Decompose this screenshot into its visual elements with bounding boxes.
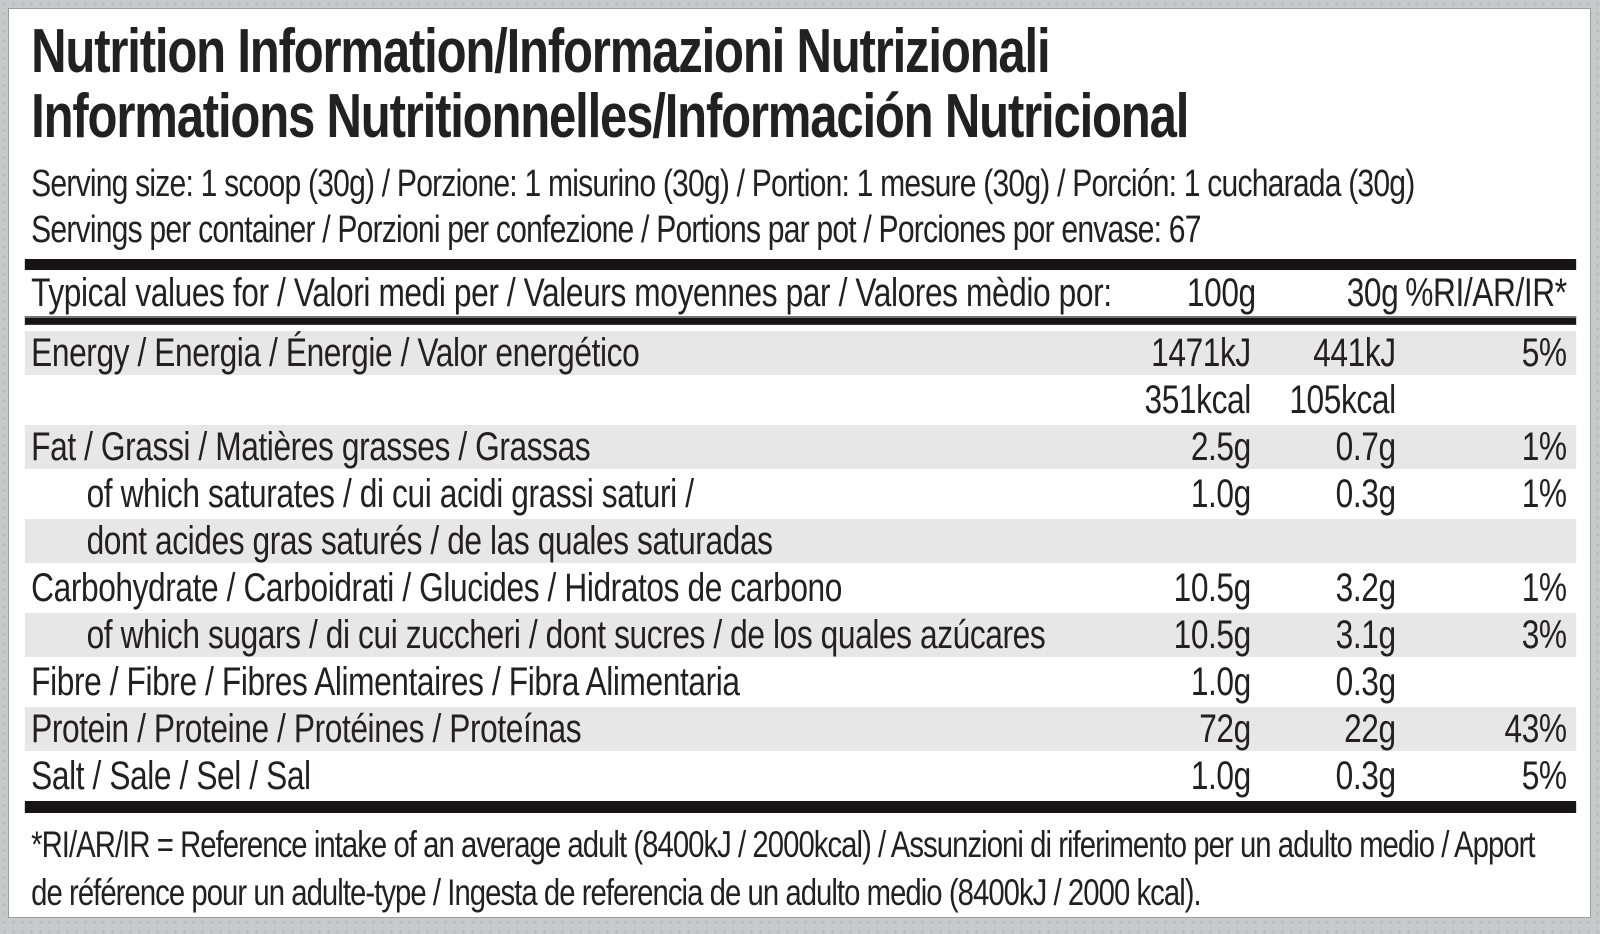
value-per-100g: 1.0g xyxy=(1190,659,1251,704)
label-title: Nutrition Information/Informazioni Nutri… xyxy=(31,17,1590,152)
value-ri-percent: 1% xyxy=(1521,424,1567,469)
value-ri-percent: 5% xyxy=(1521,330,1567,375)
table-row-energy: Energy / Energia / Énergie / Valor energ… xyxy=(24,330,1577,376)
value-ri-percent: 1% xyxy=(1521,471,1567,516)
value-per-100g: 10.5g xyxy=(1173,565,1252,610)
nutrient-name: Carbohydrate / Carboidrati / Glucides / … xyxy=(31,565,842,610)
nutrient-name: of which sugars / di cui zuccheri / dont… xyxy=(86,612,1046,657)
value-per-30g: 0.7g xyxy=(1335,424,1396,469)
nutrition-label: Nutrition Information/Informazioni Nutri… xyxy=(8,8,1591,918)
value-per-30g: 22g xyxy=(1344,706,1396,751)
table-row-saturates: of which saturates / di cui acidi grassi… xyxy=(25,472,1576,516)
label-content: Nutrition Information/Informazioni Nutri… xyxy=(9,9,1590,917)
table-row-saturates-cont: dont acides gras saturés / de las quales… xyxy=(24,518,1577,564)
value-per-30g: 0.3g xyxy=(1335,753,1396,798)
value-per-30g: 0.3g xyxy=(1335,659,1396,704)
value-per-100g: 351kcal xyxy=(1144,377,1252,422)
top-divider-bar xyxy=(24,259,1577,271)
value-ri-percent: 5% xyxy=(1521,753,1567,798)
table-row-protein: Protein / Proteine / Protéines / Proteín… xyxy=(24,706,1577,752)
value-ri-percent: 3% xyxy=(1521,612,1567,657)
header-double-rule xyxy=(24,316,1577,326)
table-row-carbohydrate: Carbohydrate / Carboidrati / Glucides / … xyxy=(25,566,1576,610)
nutrient-name: Fibre / Fibre / Fibres Alimentaires / Fi… xyxy=(31,659,740,704)
table-row-fat: Fat / Grassi / Matières grasses / Grassa… xyxy=(24,424,1577,470)
nutrient-name: of which saturates / di cui acidi grassi… xyxy=(86,471,694,516)
label-title-line2: Informations Nutritionnelles/Información… xyxy=(31,82,1189,152)
value-ri-percent: 1% xyxy=(1521,565,1567,610)
label-title-line1: Nutrition Information/Informazioni Nutri… xyxy=(31,17,1050,86)
value-per-100g: 1.0g xyxy=(1190,753,1251,798)
table-row-energy-kcal: 351kcal 105kcal xyxy=(25,378,1576,422)
value-per-30g: 3.1g xyxy=(1335,612,1396,657)
serving-info: Serving size: 1 scoop (30g) / Porzione: … xyxy=(9,161,1590,253)
serving-size-line: Serving size: 1 scoop (30g) / Porzione: … xyxy=(31,163,1415,206)
value-per-30g: 0.3g xyxy=(1335,471,1396,516)
table-row-sugars: of which sugars / di cui zuccheri / dont… xyxy=(24,612,1577,658)
nutrient-name: dont acides gras saturés / de las quales… xyxy=(86,518,773,563)
table-header-col-30g: 30g xyxy=(1346,270,1399,315)
nutrient-name: Energy / Energia / Énergie / Valor energ… xyxy=(31,330,640,375)
value-per-100g: 72g xyxy=(1199,706,1251,751)
value-per-100g: 1.0g xyxy=(1190,471,1251,516)
value-per-100g: 10.5g xyxy=(1173,612,1252,657)
table-header-row: Typical values for / Valori medi per / V… xyxy=(25,270,1576,316)
nutrient-name: Protein / Proteine / Protéines / Proteín… xyxy=(31,706,582,751)
table-header-col-ri: %RI/AR/IR* xyxy=(1405,270,1567,315)
nutrient-table: Energy / Energia / Énergie / Valor energ… xyxy=(9,330,1590,798)
table-row-fibre: Fibre / Fibre / Fibres Alimentaires / Fi… xyxy=(25,660,1576,704)
value-per-100g: 2.5g xyxy=(1190,424,1251,469)
nutrient-name: Fat / Grassi / Matières grasses / Grassa… xyxy=(31,424,591,469)
value-per-30g: 105kcal xyxy=(1289,377,1396,422)
table-header-col-100g: 100g xyxy=(1186,270,1256,315)
value-ri-percent: 43% xyxy=(1504,706,1567,751)
nutrient-name: Salt / Sale / Sel / Sal xyxy=(31,753,311,798)
value-per-100g: 1471kJ xyxy=(1151,330,1251,375)
table-header-label: Typical values for / Valori medi per / V… xyxy=(31,270,1112,315)
bottom-divider-bar xyxy=(24,801,1577,814)
value-per-30g: 441kJ xyxy=(1313,330,1396,375)
servings-per-container-line: Servings per container / Porzioni per co… xyxy=(31,209,1201,252)
reference-intake-footnote: *RI/AR/IR = Reference intake of an avera… xyxy=(31,824,1535,914)
table-row-salt: Salt / Sale / Sel / Sal 1.0g 0.3g 5% xyxy=(25,754,1576,798)
value-per-30g: 3.2g xyxy=(1335,565,1396,610)
